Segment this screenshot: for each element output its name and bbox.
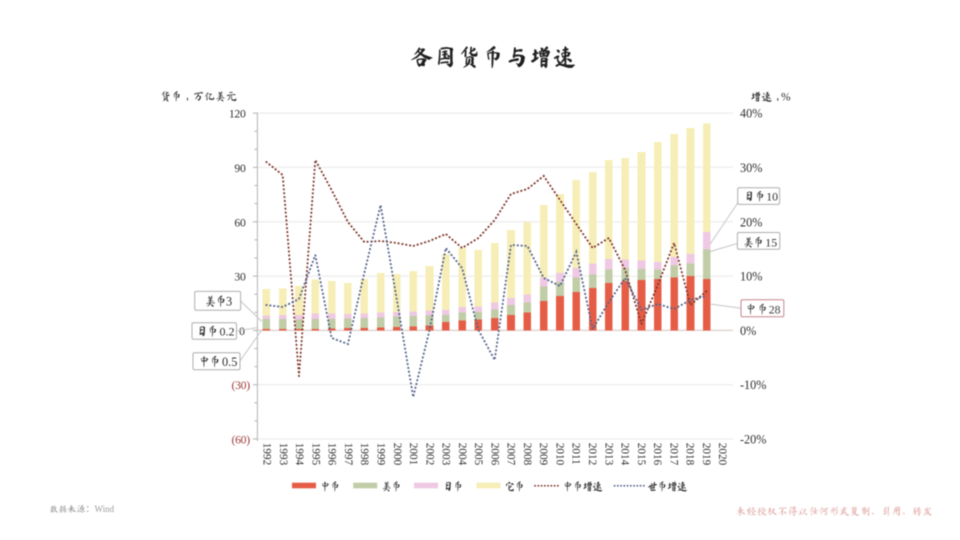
svg-text:0.2: 0.2 [220, 325, 235, 339]
svg-text:20%: 20% [740, 215, 762, 229]
svg-text:2008: 2008 [521, 443, 533, 466]
svg-text:(60): (60) [232, 434, 251, 447]
svg-text:2006: 2006 [488, 443, 500, 466]
svg-text:%: % [781, 92, 791, 104]
svg-text:1998: 1998 [358, 443, 370, 466]
svg-text:0: 0 [239, 325, 245, 338]
svg-text:1994: 1994 [293, 443, 305, 466]
svg-text:2002: 2002 [423, 443, 435, 465]
svg-text:(30): (30) [232, 379, 251, 392]
svg-text:2010: 2010 [553, 443, 565, 466]
svg-text:2007: 2007 [505, 443, 517, 466]
svg-text:1997: 1997 [342, 443, 354, 466]
svg-text:1996: 1996 [326, 443, 338, 466]
svg-text:3: 3 [226, 295, 232, 309]
svg-text:2014: 2014 [619, 443, 631, 466]
svg-text:28: 28 [769, 302, 781, 316]
svg-text:2004: 2004 [456, 443, 468, 466]
svg-text:2001: 2001 [407, 443, 419, 465]
svg-text:-20%: -20% [740, 433, 766, 447]
svg-text:1995: 1995 [309, 443, 321, 466]
svg-text:15: 15 [765, 235, 777, 249]
svg-text:-10%: -10% [740, 378, 766, 392]
svg-text:2019: 2019 [700, 443, 712, 466]
svg-text:2011: 2011 [570, 443, 582, 465]
svg-text:1992: 1992 [261, 443, 273, 465]
svg-text:2017: 2017 [667, 443, 679, 466]
svg-text:60: 60 [234, 216, 246, 229]
svg-text:40%: 40% [740, 107, 762, 121]
svg-text:120: 120 [229, 108, 246, 121]
svg-text:2003: 2003 [440, 443, 452, 466]
svg-text:2016: 2016 [651, 443, 663, 466]
svg-text:2000: 2000 [391, 443, 403, 466]
svg-text:10%: 10% [740, 270, 762, 284]
svg-text:2013: 2013 [602, 443, 614, 466]
svg-text:30%: 30% [740, 161, 762, 175]
svg-text:1993: 1993 [277, 443, 289, 466]
svg-text:0.5: 0.5 [222, 355, 237, 369]
svg-text:10: 10 [766, 189, 778, 203]
svg-text:90: 90 [234, 162, 246, 175]
svg-text:30: 30 [234, 271, 246, 284]
svg-text:2020: 2020 [716, 443, 728, 466]
svg-text:2018: 2018 [684, 443, 696, 466]
svg-text:2012: 2012 [586, 443, 598, 465]
svg-text:：Wind: ：Wind [86, 504, 115, 514]
svg-text:2015: 2015 [635, 443, 647, 466]
svg-text:1999: 1999 [374, 443, 386, 466]
svg-text:2005: 2005 [472, 443, 484, 466]
svg-text:0%: 0% [740, 324, 756, 338]
svg-text:2009: 2009 [537, 443, 549, 466]
